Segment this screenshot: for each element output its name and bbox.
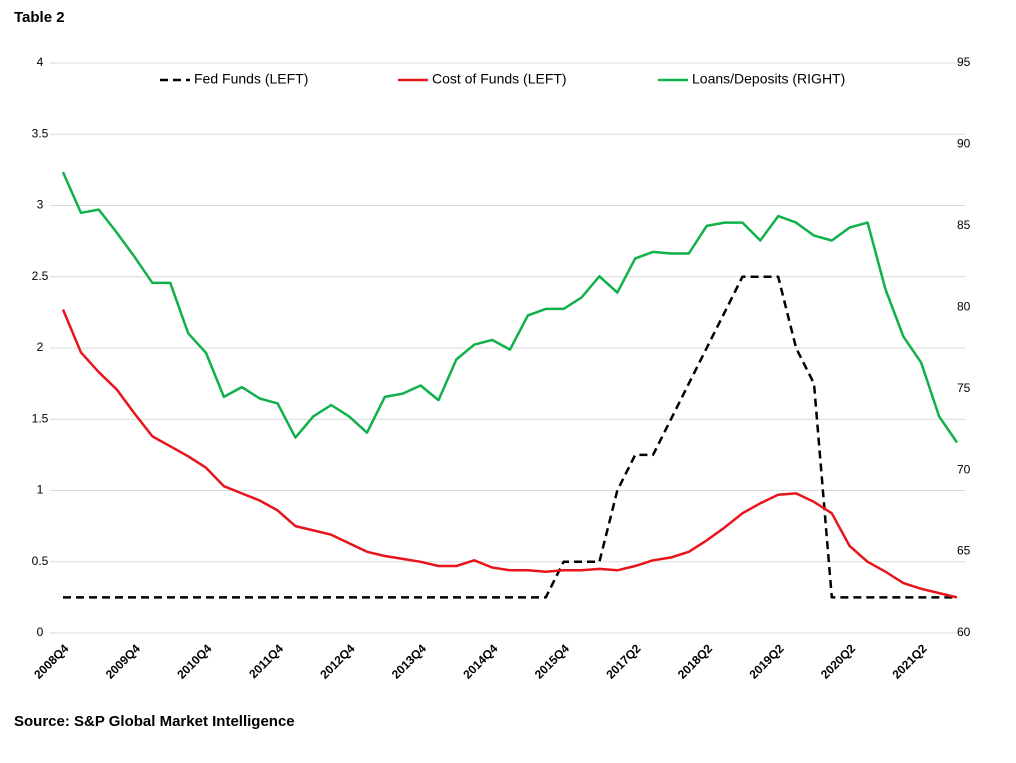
x-tick-label: 2012Q4 [317,641,357,681]
y-tick-label: 2 [37,340,44,354]
legend-label: Cost of Funds (LEFT) [432,71,567,87]
y-tick-label: 3.5 [32,126,49,140]
y-tick-label: 4 [37,55,44,69]
y2-tick-label: 70 [957,462,971,476]
source-note: Source: S&P Global Market Intelligence [14,713,295,730]
chart-title: Table 2 [14,9,65,26]
x-tick-label: 2017Q2 [603,641,643,681]
x-tick-label: 2014Q4 [460,641,500,681]
y-tick-label: 3 [37,198,44,212]
x-tick-label: 2015Q4 [532,641,572,681]
series-line [61,309,958,599]
y-tick-label: 1.5 [32,411,49,425]
y-tick-label: 0.5 [32,554,49,568]
x-tick-label: 2020Q2 [818,641,858,681]
y-tick-label: 0 [37,625,44,639]
y-tick-label: 2.5 [32,269,49,283]
y2-tick-label: 65 [957,544,971,558]
x-tick-label: 2021Q2 [890,641,930,681]
y2-tick-label: 60 [957,625,971,639]
y2-tick-label: 85 [957,218,971,232]
x-tick-label: 2011Q4 [246,641,286,681]
x-tick-label: 2009Q4 [103,641,143,681]
x-tick-label: 2019Q2 [746,641,786,681]
x-tick-label: 2013Q4 [389,641,429,681]
y2-tick-label: 80 [957,299,971,313]
series-line [61,171,959,444]
y2-tick-label: 75 [957,381,971,395]
legend-label: Fed Funds (LEFT) [194,71,308,87]
y2-tick-label: 95 [957,55,971,69]
x-tick-label: 2018Q2 [675,641,715,681]
x-tick-label: 2008Q4 [31,641,71,681]
legend-label: Loans/Deposits (RIGHT) [692,71,845,87]
x-tick-label: 2010Q4 [174,641,214,681]
y2-tick-label: 90 [957,137,971,151]
series-line [63,275,957,599]
y-tick-label: 1 [37,483,44,497]
